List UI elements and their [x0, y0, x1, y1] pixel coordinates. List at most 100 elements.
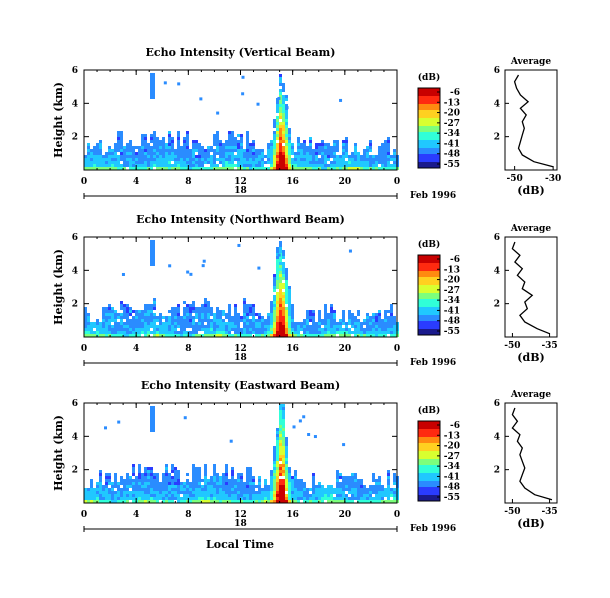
heatmap-cell [381, 325, 384, 328]
heatmap-cell [150, 140, 153, 143]
heatmap-cell [300, 146, 303, 149]
heatmap-cell [201, 313, 204, 316]
heatmap-cell [201, 325, 204, 328]
heatmap-cell [375, 164, 378, 167]
profile-line [511, 407, 553, 501]
heatmap-cell [213, 161, 216, 164]
heatmap-cell [282, 253, 285, 256]
heatmap-cell [135, 328, 138, 331]
heatmap-cell [282, 119, 285, 122]
heatmap-cell [270, 304, 273, 307]
heatmap-cell [189, 307, 192, 310]
heatmap-cell [336, 143, 339, 146]
heatmap-cell [276, 449, 279, 452]
heatmap-cell [126, 155, 129, 158]
heatmap-cell [279, 322, 282, 325]
heatmap-cell [339, 494, 342, 497]
heatmap-cell [87, 167, 90, 170]
heatmap-cell [210, 307, 213, 310]
heatmap-cell [339, 167, 342, 170]
heatmap-cell [153, 479, 156, 482]
heatmap-cell [375, 334, 378, 337]
heatmap-cell [282, 434, 285, 437]
heatmap-cell [222, 485, 225, 488]
heatmap-cell [333, 334, 336, 337]
colorbar-segment [418, 98, 440, 101]
heatmap-cell [276, 452, 279, 455]
heatmap-cell [195, 143, 198, 146]
heatmap-cell [298, 419, 302, 423]
profile-y-tick-label: 4 [494, 99, 500, 109]
heatmap-cell [288, 319, 291, 322]
heatmap-cell [174, 319, 177, 322]
heatmap-cell [372, 164, 375, 167]
heatmap-cell [273, 446, 276, 449]
heatmap-cell [279, 431, 282, 434]
heatmap-cell [159, 497, 162, 500]
heatmap-cell [129, 143, 132, 146]
heatmap-cell [360, 482, 363, 485]
heatmap-cell [150, 325, 153, 328]
heatmap-cell [207, 485, 210, 488]
heatmap-cell [363, 158, 366, 161]
heatmap-cell [252, 328, 255, 331]
heatmap-cell [120, 331, 123, 334]
heatmap-cell [102, 334, 105, 337]
heatmap-cell [390, 500, 393, 503]
heatmap-cell [177, 161, 180, 164]
heatmap-cell [165, 488, 168, 491]
heatmap-cell [177, 137, 180, 140]
heatmap-cell [216, 331, 219, 334]
heatmap-cell [102, 328, 105, 331]
heatmap-cell [318, 310, 321, 313]
colorbar-segment [418, 116, 440, 119]
heatmap-cell [132, 322, 135, 325]
heatmap-cell [288, 167, 291, 170]
heatmap-cell [216, 500, 219, 503]
heatmap-cell [114, 149, 117, 152]
heatmap-cell [291, 146, 294, 149]
heatmap-cell [246, 497, 249, 500]
heatmap-cell [186, 325, 189, 328]
heatmap-cell [288, 149, 291, 152]
heatmap-cell [333, 313, 336, 316]
heatmap-cell [207, 316, 210, 319]
colorbar-tick-label: -41 [444, 472, 460, 482]
heatmap-cell [129, 497, 132, 500]
colorbar-segment [418, 126, 440, 129]
heatmap-cell [393, 497, 396, 500]
heatmap-cell [234, 497, 237, 500]
heatmap-cell [390, 313, 393, 316]
heatmap-cell [312, 482, 315, 485]
heatmap-cell [366, 167, 369, 170]
heatmap-cell [150, 319, 153, 322]
heatmap-cell [225, 325, 228, 328]
colorbar-segment [418, 297, 440, 300]
heatmap-cell [174, 310, 177, 313]
heatmap-cell [204, 476, 207, 479]
date-label: Feb 1996 [410, 524, 456, 534]
heatmap-cell [159, 146, 162, 149]
heatmap-cell [195, 473, 198, 476]
heatmap-cell [336, 331, 339, 334]
heatmap-cell [111, 310, 114, 313]
heatmap-cell [180, 331, 183, 334]
heatmap-cell [153, 149, 156, 152]
heatmap-cell [234, 319, 237, 322]
heatmap-cell [153, 313, 156, 316]
heatmap-cell [129, 325, 132, 328]
heatmap-cell [285, 295, 288, 298]
heatmap-cell [378, 161, 381, 164]
heatmap-cell [285, 289, 288, 292]
heatmap-cell [198, 143, 201, 146]
heatmap-cell [177, 316, 180, 319]
heatmap-cell [327, 164, 330, 167]
colorbar-segment [418, 136, 440, 139]
heatmap-cell [192, 164, 195, 167]
profile-y-tick-label: 4 [494, 266, 500, 276]
heatmap-cell [294, 488, 297, 491]
heatmap-cell [243, 485, 246, 488]
heatmap-cell [276, 494, 279, 497]
heatmap-cell [309, 143, 312, 146]
heatmap-cell [126, 500, 129, 503]
